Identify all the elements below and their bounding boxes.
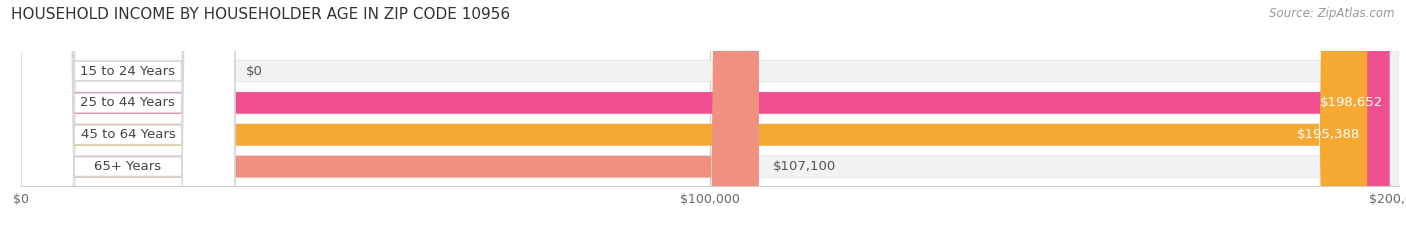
Text: 25 to 44 Years: 25 to 44 Years: [80, 96, 176, 110]
Text: $195,388: $195,388: [1298, 128, 1361, 141]
FancyBboxPatch shape: [21, 0, 1399, 233]
FancyBboxPatch shape: [21, 0, 1367, 233]
FancyBboxPatch shape: [21, 0, 235, 233]
Text: $107,100: $107,100: [773, 160, 837, 173]
Text: 45 to 64 Years: 45 to 64 Years: [80, 128, 176, 141]
FancyBboxPatch shape: [21, 0, 1399, 233]
Text: 65+ Years: 65+ Years: [94, 160, 162, 173]
Text: $0: $0: [246, 65, 263, 78]
Text: 15 to 24 Years: 15 to 24 Years: [80, 65, 176, 78]
FancyBboxPatch shape: [21, 0, 1399, 233]
FancyBboxPatch shape: [21, 0, 235, 233]
FancyBboxPatch shape: [21, 0, 235, 233]
FancyBboxPatch shape: [21, 0, 1389, 233]
FancyBboxPatch shape: [21, 0, 759, 233]
Text: $198,652: $198,652: [1320, 96, 1382, 110]
Text: HOUSEHOLD INCOME BY HOUSEHOLDER AGE IN ZIP CODE 10956: HOUSEHOLD INCOME BY HOUSEHOLDER AGE IN Z…: [11, 7, 510, 22]
FancyBboxPatch shape: [21, 0, 1399, 233]
FancyBboxPatch shape: [21, 0, 235, 233]
Text: Source: ZipAtlas.com: Source: ZipAtlas.com: [1270, 7, 1395, 20]
